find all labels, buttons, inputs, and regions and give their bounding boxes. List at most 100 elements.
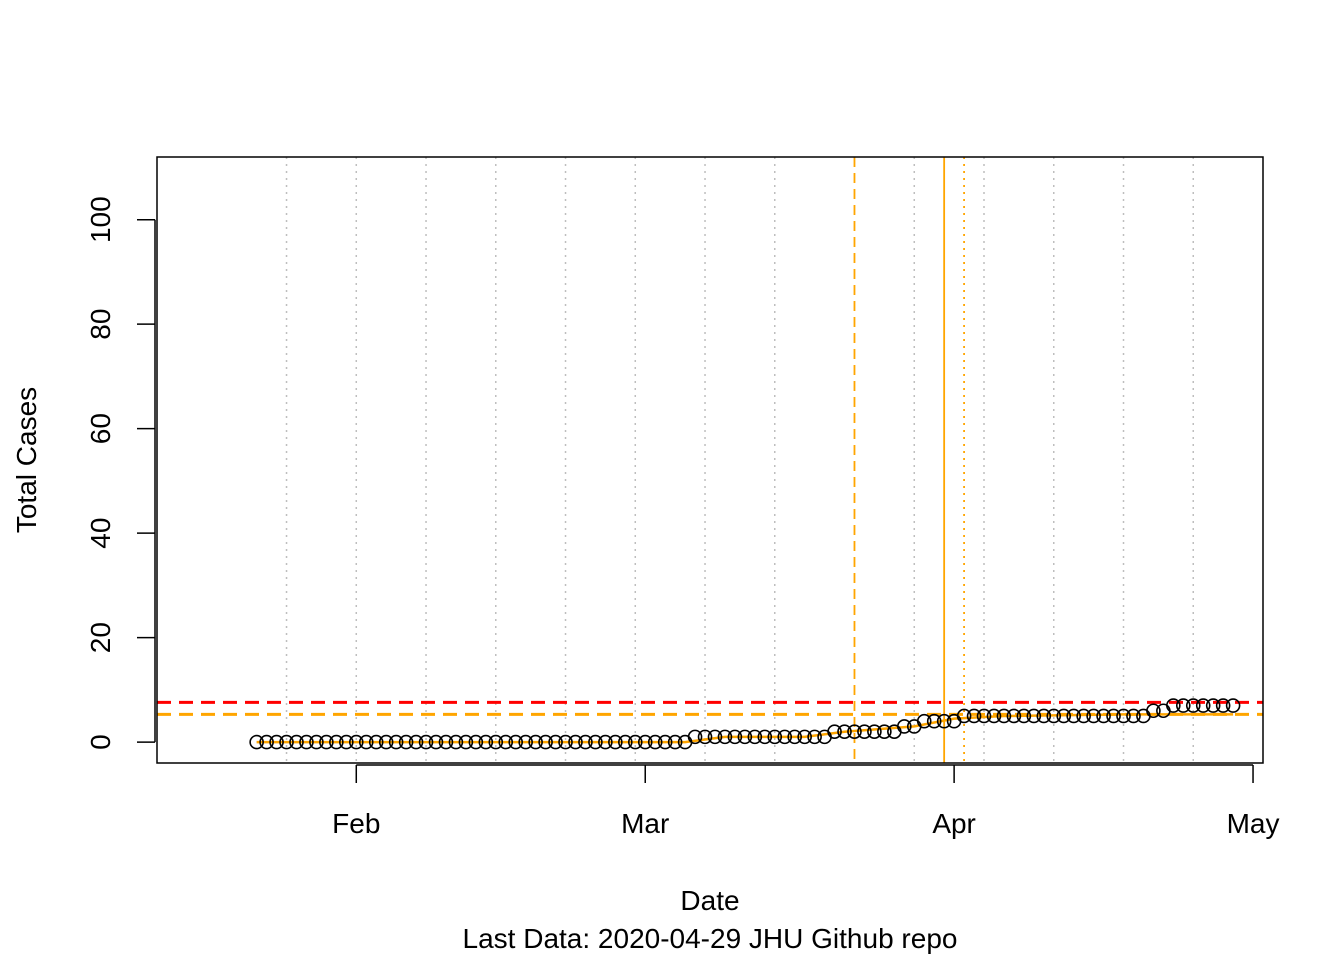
data-point	[598, 734, 613, 750]
data-point	[548, 734, 563, 750]
data-point	[707, 729, 723, 745]
data-point	[458, 734, 474, 750]
data-point	[627, 734, 643, 750]
data-point	[1215, 698, 1231, 713]
data-point	[398, 734, 414, 750]
data-point	[438, 734, 454, 750]
data-point	[1096, 708, 1111, 724]
data-point	[637, 734, 653, 750]
data-point	[916, 713, 932, 729]
data-point	[787, 729, 802, 745]
data-point	[926, 713, 942, 729]
data-point	[837, 724, 852, 739]
data-point	[468, 734, 484, 750]
data-point	[1076, 708, 1091, 724]
y-tick-label: 20	[85, 622, 116, 653]
x-tick-label: Feb	[332, 808, 380, 839]
data-point	[1026, 708, 1042, 724]
y-tick-label: 80	[85, 309, 116, 340]
data-point	[727, 729, 743, 745]
data-point	[1146, 703, 1161, 719]
data-point	[896, 719, 912, 734]
data-point	[309, 734, 324, 750]
data-point	[647, 734, 663, 750]
data-point	[757, 729, 773, 745]
data-point	[498, 734, 514, 750]
data-point	[767, 729, 783, 745]
data-point	[368, 734, 384, 750]
data-point	[289, 734, 304, 750]
data-point	[608, 734, 623, 750]
data-point	[847, 724, 862, 739]
data-point	[388, 734, 404, 750]
data-point	[418, 734, 434, 750]
data-point	[478, 734, 494, 750]
x-axis: Feb Mar Apr May	[332, 764, 1280, 839]
data-point	[697, 729, 713, 745]
data-point	[339, 734, 354, 750]
data-point	[488, 734, 504, 750]
data-point	[1016, 708, 1032, 724]
data-point	[558, 734, 573, 750]
data-point	[1136, 708, 1151, 724]
y-tick-label: 40	[85, 518, 116, 549]
data-point	[777, 729, 793, 745]
data-point	[408, 734, 424, 750]
fit-layer	[256, 713, 1234, 744]
data-point	[259, 734, 274, 750]
data-point	[966, 708, 982, 724]
x-tick-label: Mar	[621, 808, 669, 839]
data-point	[1106, 708, 1121, 724]
data-point	[867, 724, 882, 739]
data-point	[279, 734, 294, 750]
x-tick-label: May	[1227, 808, 1280, 839]
data-point	[956, 708, 972, 724]
grid-layer	[285, 157, 1195, 763]
data-point	[1205, 698, 1221, 713]
data-point	[1086, 708, 1101, 724]
data-point	[378, 734, 394, 750]
fit-line	[256, 713, 1234, 744]
x-axis-label: Date	[680, 885, 739, 916]
data-point	[578, 734, 593, 750]
chart-caption: Last Data: 2020-04-29 JHU Github repo	[463, 923, 958, 954]
data-point	[797, 729, 812, 745]
data-point	[508, 734, 524, 750]
data-point	[817, 729, 832, 745]
data-point	[877, 724, 892, 739]
data-point	[1185, 698, 1201, 713]
data-point	[1126, 708, 1141, 724]
data-point	[936, 713, 952, 729]
data-point	[1116, 708, 1131, 724]
data-point	[737, 729, 753, 745]
data-point	[1175, 698, 1191, 713]
data-point	[1166, 698, 1181, 713]
data-point	[667, 734, 683, 750]
data-point	[747, 729, 763, 745]
data-point	[827, 724, 842, 739]
data-point	[618, 734, 633, 750]
data-points	[249, 698, 1241, 750]
reference-lines	[157, 157, 1263, 763]
data-point	[976, 708, 992, 724]
data-point	[717, 729, 733, 745]
data-point	[857, 724, 872, 739]
data-point	[996, 708, 1012, 724]
data-point	[269, 734, 284, 750]
data-point	[1195, 698, 1211, 713]
data-point	[588, 734, 603, 750]
data-point	[687, 729, 703, 745]
data-point	[1225, 698, 1241, 713]
y-axis-label: Total Cases	[11, 387, 42, 533]
data-point	[348, 734, 364, 750]
y-tick-label: 100	[85, 196, 116, 243]
data-point	[986, 708, 1002, 724]
data-point	[1036, 708, 1052, 724]
data-point	[329, 734, 344, 750]
data-point	[299, 734, 314, 750]
data-point	[1046, 708, 1062, 724]
data-point	[538, 734, 553, 750]
data-point	[946, 713, 962, 729]
data-point	[249, 734, 264, 750]
data-point	[1056, 708, 1072, 724]
